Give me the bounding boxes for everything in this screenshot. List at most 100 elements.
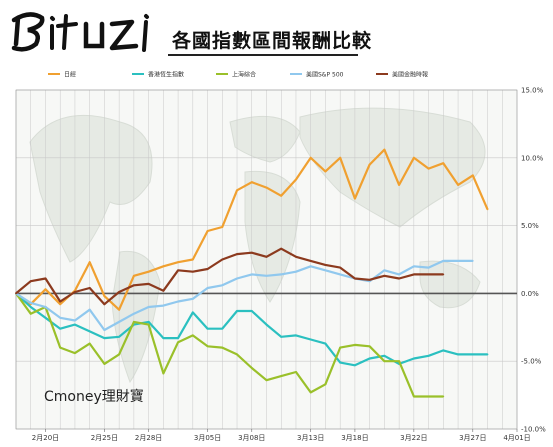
data-point <box>383 148 386 151</box>
data-point <box>88 308 91 311</box>
data-point <box>206 287 209 289</box>
data-point <box>162 289 165 292</box>
series-points <box>15 292 445 398</box>
data-point <box>147 270 150 273</box>
data-point <box>206 230 209 232</box>
data-point <box>103 303 106 306</box>
data-point <box>309 391 312 394</box>
data-point <box>88 261 91 264</box>
y-tick-label: 15.0% <box>521 87 544 95</box>
data-point <box>309 156 312 159</box>
line-chart: 日經 香港恆生指數 上海綜合 美國S&P 500 美國金融時報 15.0% 10.0% 5.… <box>15 71 546 442</box>
data-point <box>206 327 209 330</box>
data-point <box>427 266 430 269</box>
data-point <box>59 300 62 303</box>
y-tick-label: 0.0% <box>521 290 539 298</box>
x-tick-label: 2月20日 <box>32 434 59 442</box>
x-tick-label: 3月05日 <box>194 434 221 442</box>
x-tick-label: 3月18日 <box>341 434 368 442</box>
legend-label: 上海綜合 <box>232 71 256 79</box>
data-point <box>442 259 445 262</box>
data-point <box>74 319 76 322</box>
data-point <box>177 261 179 264</box>
data-point <box>132 274 135 277</box>
x-tick-label: 2月28日 <box>135 434 162 442</box>
data-point <box>339 361 342 364</box>
data-point <box>339 156 342 159</box>
data-point <box>412 395 415 398</box>
data-point <box>103 363 106 365</box>
data-point <box>324 383 327 386</box>
data-point <box>59 316 62 319</box>
legend-label: 美國金融時報 <box>392 71 428 79</box>
x-tick-label: 4月01日 <box>503 434 530 442</box>
data-point <box>191 270 194 273</box>
data-point <box>236 189 238 192</box>
data-point <box>177 337 179 340</box>
data-point <box>265 255 268 258</box>
series-points <box>15 247 445 306</box>
series-line <box>15 247 444 306</box>
data-point <box>132 284 135 287</box>
data-point <box>29 301 32 304</box>
data-point <box>221 258 224 261</box>
data-point <box>88 330 91 333</box>
data-point <box>162 372 165 375</box>
data-point <box>339 346 342 349</box>
data-point <box>295 178 297 181</box>
data-point <box>457 259 459 262</box>
data-point <box>457 353 459 356</box>
data-point <box>427 395 430 398</box>
data-point <box>398 273 401 276</box>
data-point <box>236 353 238 356</box>
data-point <box>147 283 150 285</box>
data-point <box>265 186 268 189</box>
data-point <box>132 320 135 323</box>
data-point <box>88 342 91 345</box>
data-point <box>368 345 371 348</box>
chart-header: 各國指數區間報酬比較 <box>0 0 553 60</box>
data-point <box>118 353 121 356</box>
data-point <box>265 274 268 277</box>
data-point <box>221 327 224 330</box>
data-point <box>383 360 386 363</box>
data-point <box>147 306 150 308</box>
chart-legend: 日經 香港恆生指數 上海綜合 美國S&P 500 美國金融時報 <box>48 71 428 79</box>
data-point <box>354 277 356 280</box>
data-point <box>206 268 209 270</box>
data-point <box>354 364 356 367</box>
data-point <box>221 284 224 287</box>
data-point <box>383 274 386 277</box>
data-point <box>309 338 312 341</box>
data-point <box>412 273 415 276</box>
x-tick-label: 3月08日 <box>238 434 265 442</box>
data-point <box>368 163 371 166</box>
data-point <box>442 273 445 276</box>
chart-title: 各國指數區間報酬比較 <box>172 30 373 52</box>
plot-frame <box>15 89 518 430</box>
data-point <box>354 344 356 346</box>
chart-series <box>15 148 489 398</box>
data-point <box>265 379 268 382</box>
data-point <box>162 337 165 340</box>
data-point <box>44 288 47 291</box>
data-point <box>206 345 209 348</box>
data-point <box>236 253 238 255</box>
data-point <box>486 353 489 356</box>
x-tick-label: 3月27日 <box>459 434 486 442</box>
data-point <box>147 320 150 323</box>
data-point <box>442 162 445 165</box>
series-line <box>15 259 473 332</box>
data-point <box>191 297 194 300</box>
legend-item: 上海綜合 <box>216 71 256 79</box>
data-point <box>354 197 356 200</box>
series-line <box>15 292 444 398</box>
data-point <box>383 269 386 272</box>
data-point <box>59 303 62 306</box>
data-point <box>74 352 76 354</box>
data-point <box>221 346 224 349</box>
data-point <box>147 323 150 326</box>
y-tick-label: 10.0% <box>521 154 544 162</box>
legend-item: 香港恆生指數 <box>132 71 184 79</box>
data-point <box>442 349 445 352</box>
